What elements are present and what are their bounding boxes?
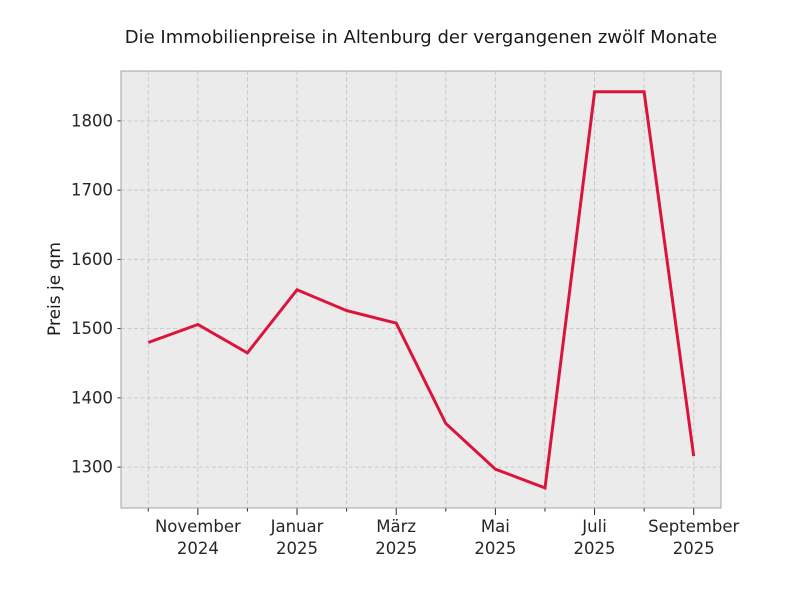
x-tick-label-month: März	[376, 517, 416, 536]
y-tick-label: 1300	[71, 458, 113, 477]
x-tick-label-year: 2025	[276, 539, 318, 558]
y-tick-label: 1700	[71, 181, 113, 200]
chart-title: Die Immobilienpreise in Altenburg der ve…	[124, 27, 718, 48]
y-tick-label: 1800	[71, 111, 113, 130]
x-tick-label-month: Januar	[270, 517, 324, 536]
x-tick-label-month: November	[155, 517, 241, 536]
x-tick-label-year: 2025	[474, 539, 516, 558]
plot-border	[120, 70, 722, 509]
x-tick-label-month: September	[648, 517, 739, 536]
price-line	[147, 90, 696, 490]
plot-area	[121, 71, 721, 508]
x-tick-label-year: 2025	[375, 539, 417, 558]
y-tick-label: 1600	[71, 250, 113, 269]
y-tick-label: 1400	[71, 388, 113, 407]
x-tick-label-month: Juli	[581, 517, 607, 536]
y-tick-label: 1500	[71, 319, 113, 338]
x-tick-label-month: Mai	[481, 517, 510, 536]
x-tick-label-year: 2025	[574, 539, 616, 558]
x-tick-label-year: 2025	[673, 539, 715, 558]
x-tick-label-year: 2024	[177, 539, 219, 558]
